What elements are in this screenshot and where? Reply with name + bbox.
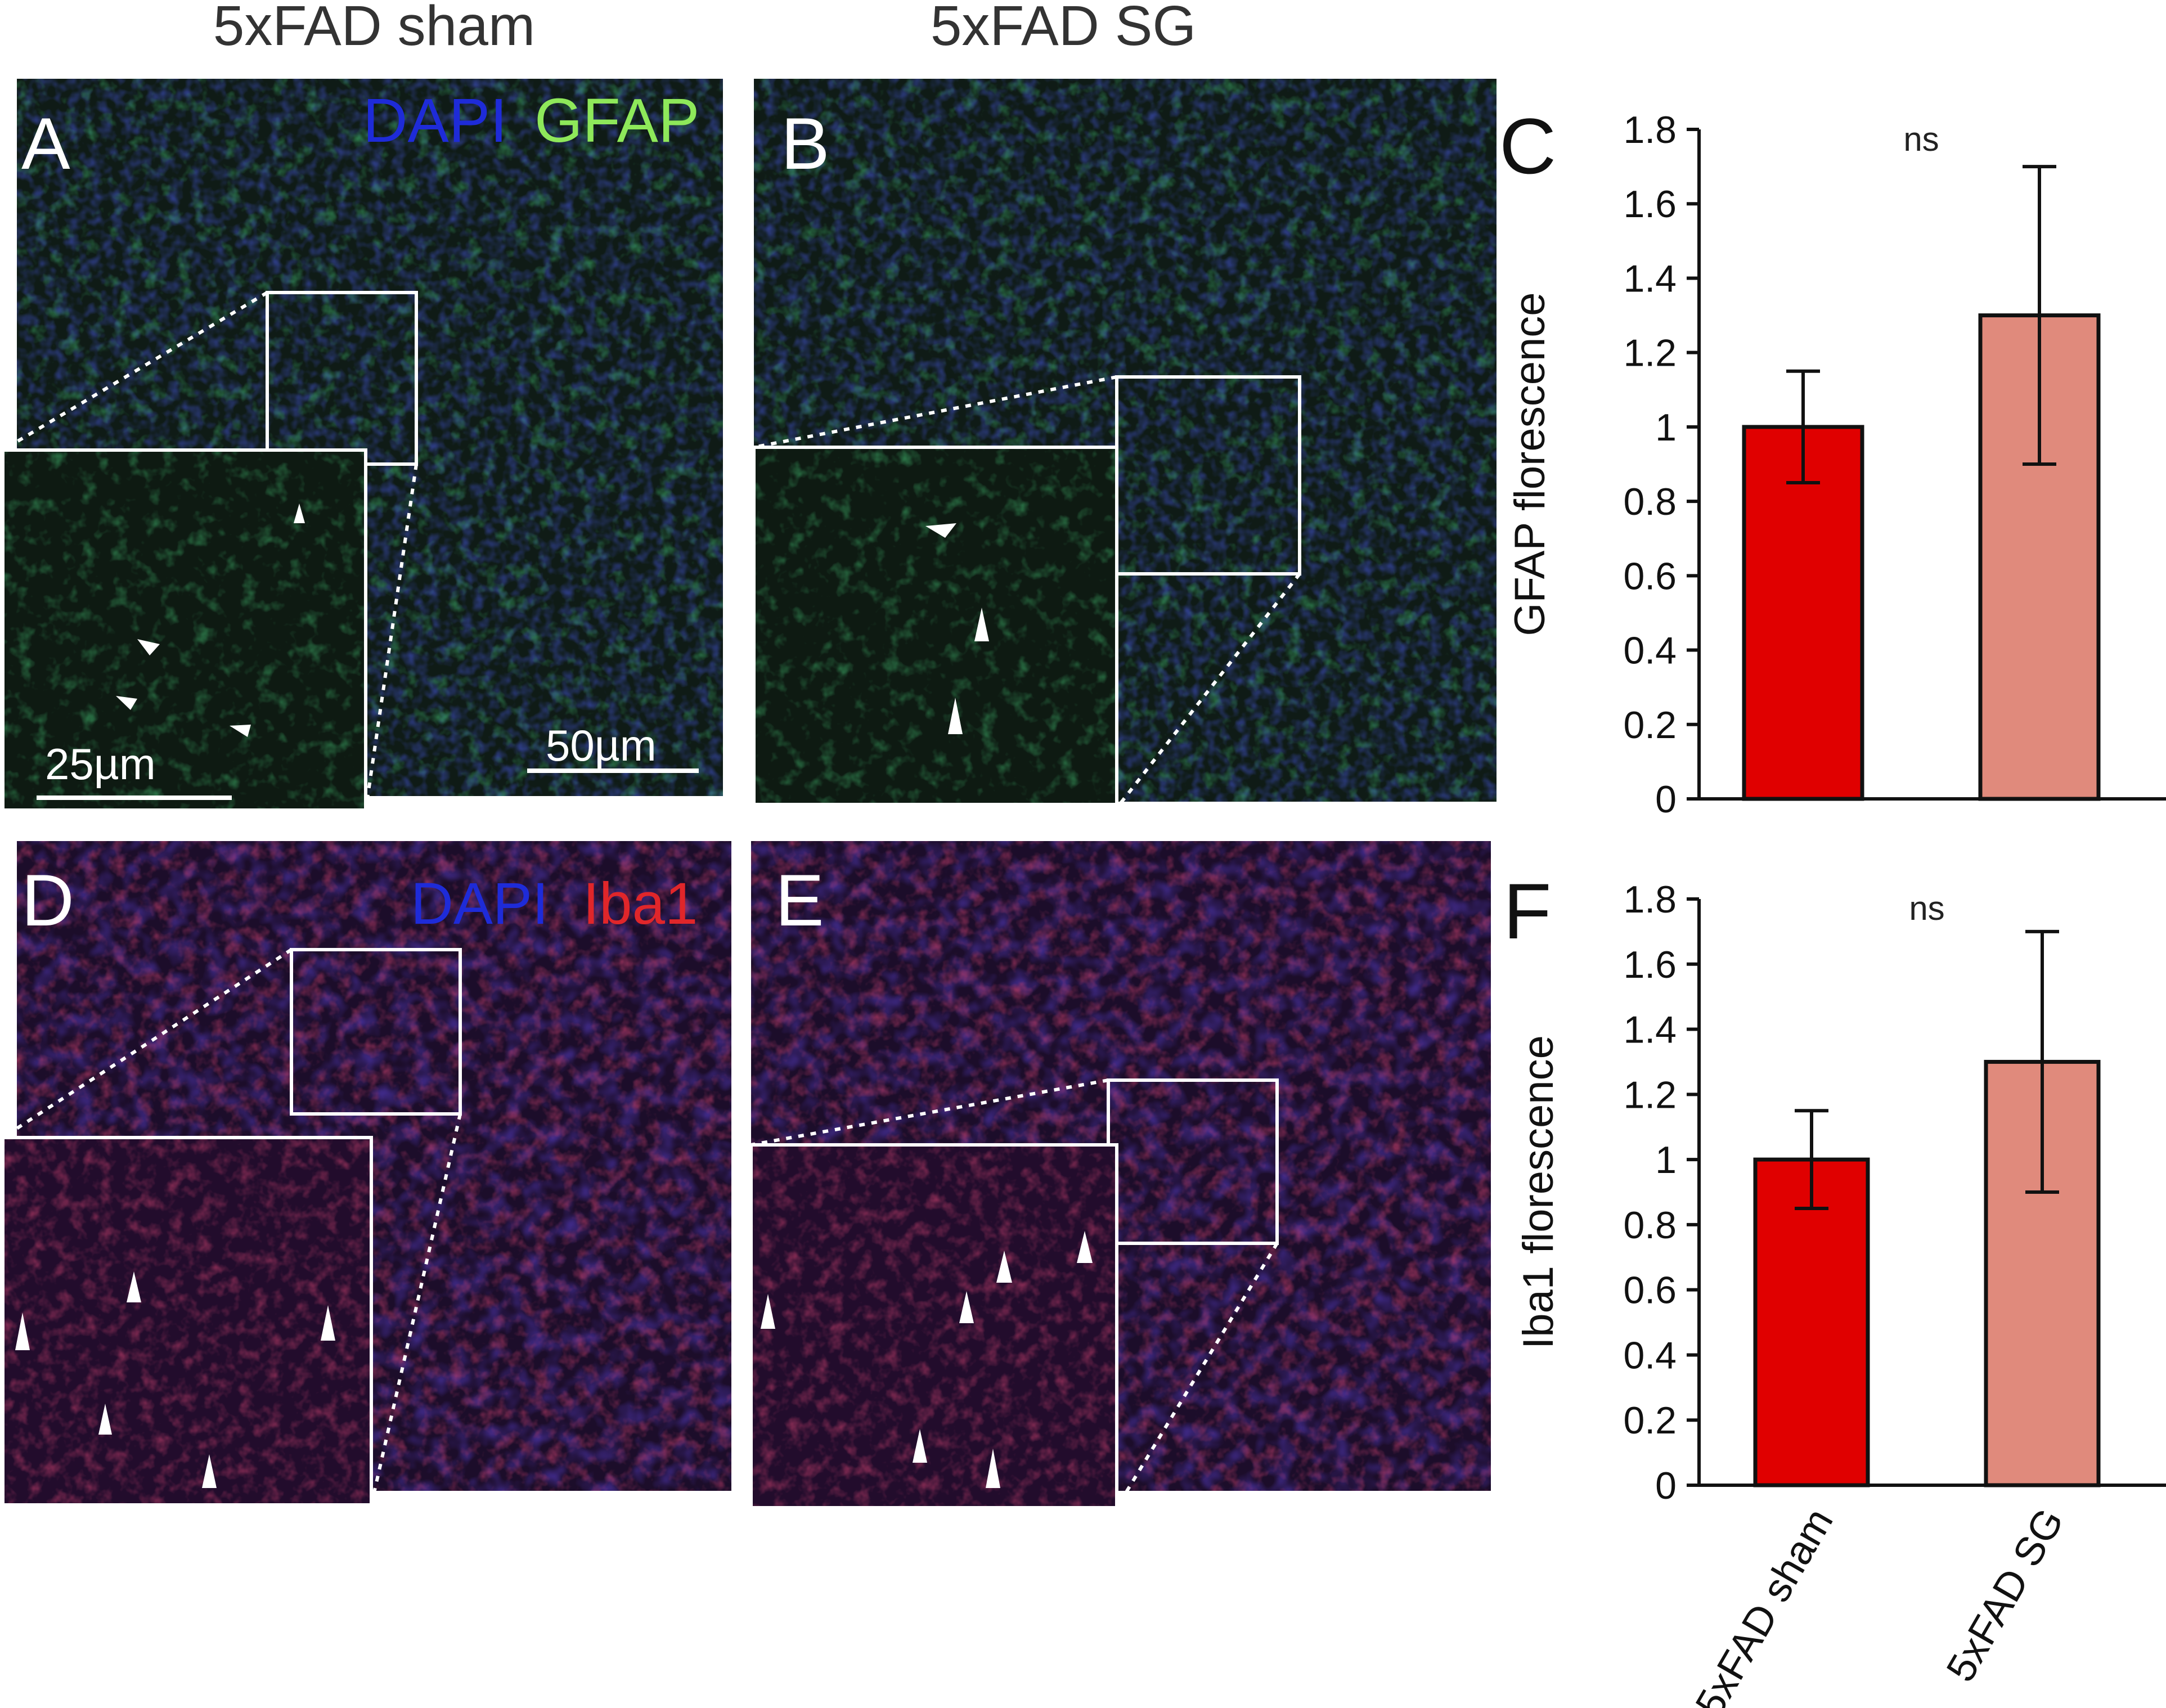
column-title-sham: 5xFAD sham bbox=[213, 0, 535, 57]
chart-c-y-axis-label: GFAP florescence bbox=[1506, 292, 1554, 636]
panel-a-letter: A bbox=[21, 102, 70, 185]
arrowhead-marker bbox=[230, 725, 251, 737]
arrowhead-marker bbox=[202, 1454, 217, 1488]
panel-e-zoom-line-bottom bbox=[1115, 1242, 1279, 1509]
panel-d-zoom-line-top bbox=[2, 948, 293, 1139]
bar-chart-gfap: 0 0.2 0.4 0.6 0.8 1 1.2 1.4 1.6 1.8 ns GFAP floresc… bbox=[1506, 109, 2166, 821]
panel-a-zoom-line-top bbox=[2, 291, 268, 452]
chart-c-y-tick-label: 0.6 bbox=[1623, 555, 1677, 597]
chart-f-bar bbox=[1753, 1157, 1870, 1487]
chart-f-y-tick-label: 0 bbox=[1655, 1464, 1677, 1507]
arrowhead-marker bbox=[321, 1305, 335, 1341]
panel-d-channel-dapi: DAPI bbox=[411, 871, 549, 937]
chart-c-y-tick-label: 1.4 bbox=[1623, 257, 1677, 300]
micrograph-panel-d: D DAPI Iba1 bbox=[1, 841, 731, 1507]
panel-a-zoom-line-bottom bbox=[364, 464, 418, 811]
panel-e-inset-texture bbox=[753, 1147, 1115, 1506]
panel-c-letter: C bbox=[1499, 102, 1556, 190]
micrograph-panel-b: B bbox=[752, 79, 1497, 806]
chart-f-y-tick-label: 1.8 bbox=[1623, 878, 1677, 921]
panel-b-inset-texture bbox=[756, 449, 1115, 803]
arrowhead-marker bbox=[116, 696, 137, 710]
chart-c-y-tick-label: 1.6 bbox=[1623, 183, 1677, 226]
chart-f-y-tick-label: 1.2 bbox=[1623, 1073, 1677, 1116]
arrowhead-marker bbox=[127, 1271, 141, 1302]
arrowhead-marker bbox=[294, 504, 305, 523]
panel-d-inset-texture bbox=[5, 1139, 370, 1503]
chart-f-category-label: 5xFAD sham bbox=[1687, 1501, 1842, 1708]
arrowhead-marker bbox=[948, 698, 963, 734]
panel-d-letter: D bbox=[21, 859, 74, 941]
chart-c-y-tick-label: 1 bbox=[1655, 406, 1677, 449]
chart-f-y-axis-label: Iba1 florescence bbox=[1515, 1035, 1562, 1349]
panel-f-letter: F bbox=[1503, 867, 1552, 955]
chart-c-bar bbox=[1978, 313, 2101, 801]
chart-f-y-tick-label: 0.2 bbox=[1623, 1399, 1677, 1442]
chart-f-y-tick-label: 1.4 bbox=[1623, 1009, 1677, 1051]
panel-d-roi-box bbox=[290, 948, 462, 1116]
arrowhead-marker bbox=[15, 1313, 30, 1350]
chart-f-y-tick-label: 1 bbox=[1655, 1139, 1677, 1181]
chart-c-y-tick-label: 0.8 bbox=[1623, 480, 1677, 523]
chart-c-y-tick-label: 1.8 bbox=[1623, 109, 1677, 151]
arrowhead-marker bbox=[1077, 1231, 1093, 1263]
arrowhead-marker bbox=[986, 1449, 1000, 1488]
chart-c-bar bbox=[1742, 425, 1864, 801]
column-title-sg: 5xFAD SG bbox=[931, 0, 1196, 57]
bar-chart-iba1: 0 0.2 0.4 0.6 0.8 1 1.2 1.4 1.6 1.8 5xFAD sham 5xFA… bbox=[1515, 878, 2166, 1708]
arrowhead-marker bbox=[137, 639, 160, 655]
panel-a-scale-label: 50µm bbox=[546, 721, 657, 770]
arrowhead-marker bbox=[761, 1294, 775, 1329]
chart-f-y-tick-label: 1.6 bbox=[1623, 943, 1677, 986]
panel-b-letter: B bbox=[781, 102, 830, 185]
panel-d-channel-iba1: Iba1 bbox=[583, 871, 698, 937]
panel-e-letter: E bbox=[775, 859, 824, 941]
micrograph-panel-e: E bbox=[749, 841, 1491, 1509]
chart-f-y-tick-label: 0.6 bbox=[1623, 1269, 1677, 1312]
chart-c-y-tick-label: 0.2 bbox=[1623, 704, 1677, 747]
chart-f-category-label: 5xFAD SG bbox=[1938, 1501, 2073, 1689]
panel-a-channel-dapi: DAPI bbox=[363, 86, 507, 155]
chart-c-y-tick-label: 0 bbox=[1655, 778, 1677, 821]
panel-d-zoom-line-bottom bbox=[370, 1113, 462, 1505]
arrowhead-marker bbox=[996, 1251, 1012, 1283]
chart-c-y-tick-label: 0.4 bbox=[1623, 630, 1677, 672]
arrowhead-marker bbox=[959, 1291, 974, 1323]
chart-c-significance-label: ns bbox=[1903, 120, 1939, 158]
panel-a-inset-scale-label: 25µm bbox=[45, 739, 156, 789]
arrowhead-marker bbox=[913, 1429, 927, 1463]
chart-f-y-tick-label: 0.8 bbox=[1623, 1204, 1677, 1247]
chart-f-significance-label: ns bbox=[1909, 889, 1944, 927]
panel-e-zoom-line-top bbox=[751, 1078, 1109, 1147]
chart-c-y-tick-label: 1.2 bbox=[1623, 332, 1677, 375]
panel-a-channel-gfap: GFAP bbox=[534, 86, 699, 155]
panel-a-inset-texture bbox=[5, 452, 364, 808]
arrowhead-marker bbox=[98, 1404, 112, 1435]
chart-f-y-tick-label: 0.4 bbox=[1623, 1334, 1677, 1377]
micrograph-panel-a: A DAPI GFAP 25µm 50µm bbox=[1, 79, 723, 812]
arrowhead-marker bbox=[925, 523, 956, 538]
arrowhead-marker bbox=[974, 608, 989, 641]
